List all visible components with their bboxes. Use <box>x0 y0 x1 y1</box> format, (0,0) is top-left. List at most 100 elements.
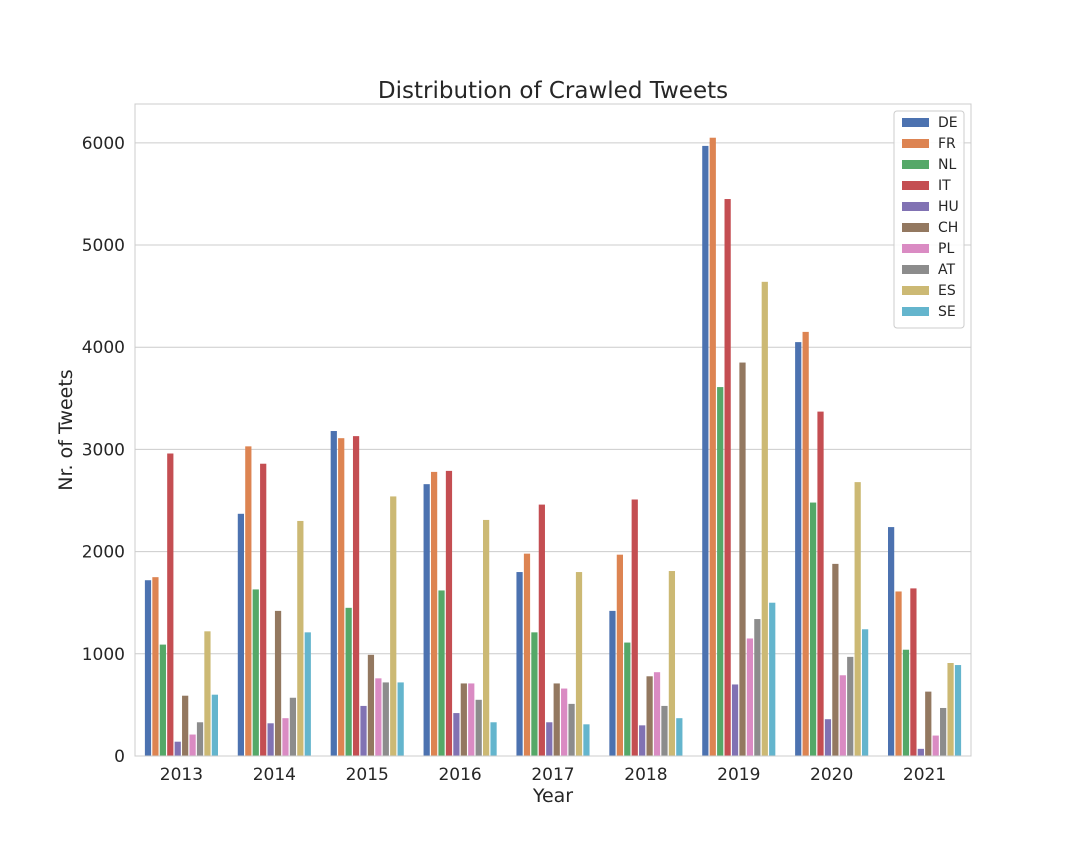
bar-se-2021 <box>954 665 962 756</box>
bar-pl-2013 <box>189 734 196 756</box>
y-tick-labels: 0 1000 2000 3000 4000 5000 6000 <box>82 134 125 767</box>
bar-nl-2018 <box>624 642 631 756</box>
x-tick-label: 2014 <box>253 765 296 785</box>
y-axis-label: Nr. of Tweets <box>55 369 77 490</box>
legend-swatch-at <box>902 265 929 274</box>
bar-de-2019 <box>702 145 709 757</box>
y-tick-label: 3000 <box>82 440 125 460</box>
legend-swatch-de <box>902 118 929 127</box>
x-tick-label: 2015 <box>346 765 389 785</box>
bar-es-2019 <box>761 281 768 756</box>
bar-se-2020 <box>861 629 869 756</box>
gridlines <box>135 142 971 655</box>
bar-hu-2017 <box>546 722 553 756</box>
legend-label-hu: HU <box>938 199 959 215</box>
bar-fr-2016 <box>430 471 438 756</box>
bar-ch-2019 <box>739 362 746 756</box>
bar-hu-2015 <box>360 705 367 756</box>
bar-at-2021 <box>940 707 947 756</box>
bar-pl-2014 <box>282 718 289 756</box>
x-tick-label: 2016 <box>438 765 481 785</box>
bar-es-2020 <box>854 482 861 756</box>
bar-pl-2021 <box>932 735 939 756</box>
bar-es-2018 <box>668 571 676 756</box>
bar-es-2013 <box>204 631 211 756</box>
bar-nl-2016 <box>438 590 445 756</box>
bar-it-2016 <box>445 470 453 756</box>
bar-at-2014 <box>289 697 297 756</box>
bar-at-2013 <box>196 722 204 756</box>
bar-de-2016 <box>423 484 430 756</box>
bar-pl-2017 <box>561 688 568 756</box>
legend-swatch-es <box>902 286 929 295</box>
bar-it-2014 <box>260 463 267 756</box>
legend-label-es: ES <box>938 283 956 299</box>
x-tick-label: 2019 <box>717 765 760 785</box>
bar-it-2017 <box>538 504 545 756</box>
bar-pl-2020 <box>839 675 846 756</box>
chart-title: Distribution of Crawled Tweets <box>378 78 728 104</box>
bar-it-2020 <box>817 411 824 756</box>
bar-hu-2016 <box>453 713 460 756</box>
bar-se-2013 <box>211 694 218 756</box>
bar-se-2017 <box>583 724 590 756</box>
bar-de-2018 <box>609 610 616 756</box>
bar-at-2020 <box>847 656 854 756</box>
bar-ch-2021 <box>925 691 932 756</box>
bar-de-2013 <box>144 580 152 756</box>
legend-label-de: DE <box>938 115 958 131</box>
bar-se-2014 <box>304 632 311 756</box>
bar-pl-2016 <box>468 683 475 756</box>
bar-hu-2019 <box>731 684 739 756</box>
bar-hu-2018 <box>639 725 646 756</box>
bar-es-2016 <box>483 519 490 756</box>
bar-nl-2021 <box>902 649 910 756</box>
bar-nl-2017 <box>531 632 538 756</box>
legend-label-it: IT <box>938 178 951 194</box>
bar-hu-2020 <box>824 719 832 756</box>
legend-label-nl: NL <box>938 157 956 173</box>
bar-de-2014 <box>237 513 245 756</box>
bar-ch-2015 <box>367 654 375 756</box>
legend-swatch-pl <box>902 244 929 253</box>
bar-es-2014 <box>297 520 304 756</box>
bar-ch-2013 <box>182 695 189 756</box>
bar-de-2021 <box>888 527 895 756</box>
bar-nl-2013 <box>159 644 166 756</box>
legend-label-pl: PL <box>938 241 954 257</box>
bar-at-2018 <box>661 705 668 756</box>
legend-label-at: AT <box>938 262 955 278</box>
bar-se-2015 <box>397 682 404 756</box>
bar-de-2015 <box>330 431 337 756</box>
bar-se-2019 <box>769 602 776 756</box>
bar-ch-2016 <box>460 683 467 756</box>
bar-ch-2017 <box>553 683 560 756</box>
bar-hu-2013 <box>174 741 181 756</box>
bar-pl-2019 <box>746 638 754 756</box>
bar-pl-2015 <box>375 678 382 756</box>
bar-it-2015 <box>352 436 360 756</box>
bar-se-2016 <box>490 722 497 756</box>
bar-fr-2019 <box>709 137 716 757</box>
x-tick-label: 2018 <box>624 765 667 785</box>
bar-at-2019 <box>754 619 761 756</box>
legend: DE FR NL IT HU CH PL AT ES SE <box>893 110 965 329</box>
bar-at-2017 <box>568 703 575 756</box>
bar-at-2015 <box>382 682 389 756</box>
legend-swatch-hu <box>902 202 929 211</box>
legend-swatch-fr <box>902 139 929 148</box>
bar-de-2020 <box>795 342 802 756</box>
legend-label-se: SE <box>938 304 956 320</box>
bar-pl-2018 <box>653 672 661 756</box>
bar-es-2017 <box>575 572 583 756</box>
bar-fr-2014 <box>245 446 252 756</box>
bar-it-2018 <box>631 499 638 756</box>
bar-nl-2020 <box>809 502 817 756</box>
x-tick-label: 2013 <box>160 765 203 785</box>
bar-ch-2020 <box>832 563 839 756</box>
bar-de-2017 <box>516 572 523 756</box>
x-tick-labels: 2013 2014 2015 2016 2017 2018 2019 2020 2021 <box>160 765 946 785</box>
bar-se-2018 <box>676 718 683 756</box>
bar-es-2015 <box>390 496 397 756</box>
